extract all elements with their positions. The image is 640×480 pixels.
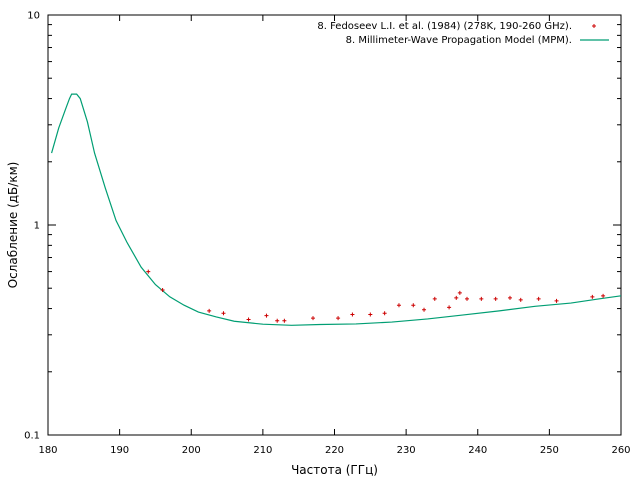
data-point bbox=[282, 318, 287, 323]
data-point bbox=[518, 297, 523, 302]
data-point bbox=[382, 311, 387, 316]
y-tick-label: 0.1 bbox=[24, 431, 40, 442]
x-tick-label: 200 bbox=[182, 445, 201, 456]
data-point bbox=[590, 294, 595, 299]
x-tick-label: 190 bbox=[110, 445, 129, 456]
data-point bbox=[368, 312, 373, 317]
data-point bbox=[422, 307, 427, 312]
plot-frame bbox=[47, 14, 622, 436]
x-tick-label: 230 bbox=[397, 445, 416, 456]
x-tick-label: 210 bbox=[253, 445, 272, 456]
y-axis-label: Ослабление (дБ/км) bbox=[6, 162, 20, 289]
data-point bbox=[507, 295, 512, 300]
y-tick-label: 1 bbox=[34, 221, 40, 232]
x-tick-label: 180 bbox=[38, 445, 57, 456]
data-point bbox=[350, 312, 355, 317]
x-tick-label: 240 bbox=[468, 445, 487, 456]
x-tick-label: 260 bbox=[611, 445, 630, 456]
y-tick-label: 10 bbox=[27, 11, 40, 22]
data-point bbox=[454, 295, 459, 300]
data-point bbox=[601, 293, 606, 298]
data-point bbox=[396, 303, 401, 308]
series-layer bbox=[51, 93, 622, 326]
data-point bbox=[465, 296, 470, 301]
data-point bbox=[447, 305, 452, 310]
data-point bbox=[264, 313, 269, 318]
series-line-mpm bbox=[51, 93, 622, 326]
data-point bbox=[221, 311, 226, 316]
data-point bbox=[160, 288, 165, 293]
data-point bbox=[457, 290, 462, 295]
data-point bbox=[554, 298, 559, 303]
data-point bbox=[207, 308, 212, 313]
data-point bbox=[311, 316, 316, 321]
data-point bbox=[146, 269, 151, 274]
legend-entry-fedoseev: 8. Fedoseev L.I. et al. (1984) (278K, 19… bbox=[317, 21, 572, 32]
data-point bbox=[432, 296, 437, 301]
data-point bbox=[479, 296, 484, 301]
series-points-fedoseev bbox=[146, 269, 606, 323]
x-axis-label: Частота (ГГц) bbox=[291, 463, 378, 477]
legend-entry-mpm: 8. Millimeter-Wave Propagation Model (MP… bbox=[346, 35, 572, 46]
data-point bbox=[336, 316, 341, 321]
legend-marker-fedoseev bbox=[592, 24, 596, 28]
legend: 8. Fedoseev L.I. et al. (1984) (278K, 19… bbox=[317, 21, 609, 46]
x-tick-label: 250 bbox=[540, 445, 559, 456]
data-point bbox=[411, 303, 416, 308]
x-tick-label: 220 bbox=[325, 445, 344, 456]
data-point bbox=[246, 317, 251, 322]
data-point bbox=[493, 296, 498, 301]
data-point bbox=[275, 318, 280, 323]
data-point bbox=[536, 296, 541, 301]
